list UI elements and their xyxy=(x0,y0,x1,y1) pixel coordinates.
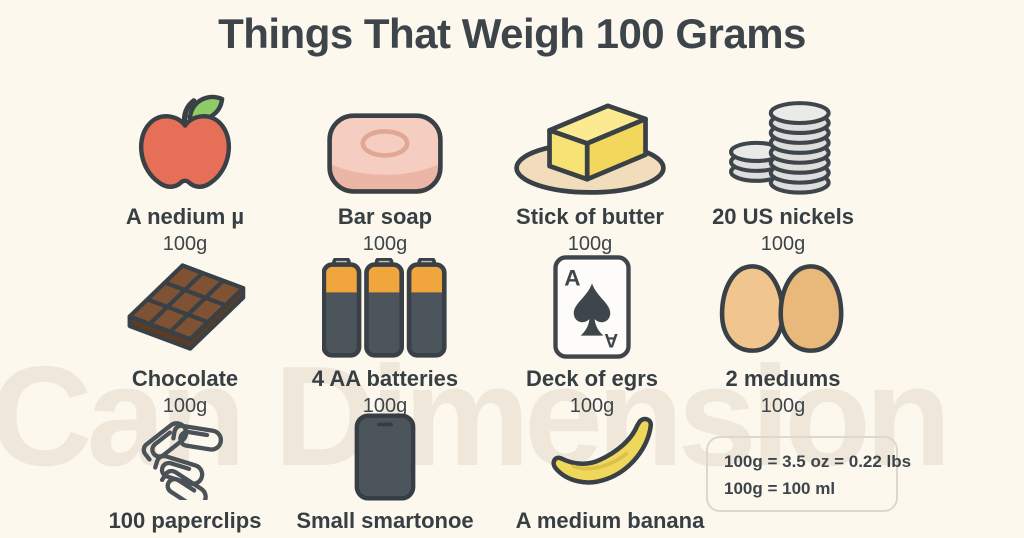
card-corner-letter: A xyxy=(564,265,580,290)
conversion-box: 100g = 3.5 oz = 0.22 lbs 100g = 100 ml xyxy=(706,436,912,512)
item-batteries: 4 AA batteries 100g xyxy=(280,252,490,418)
item-soap: Bar soap 100g xyxy=(280,86,490,256)
item-smartphone: Small smartonoe xyxy=(280,412,490,534)
item-label: 2 medıums xyxy=(725,366,841,391)
item-label: 4 AA batteries xyxy=(311,366,459,391)
batteries-icon xyxy=(280,252,490,360)
soap-icon xyxy=(280,86,490,198)
item-weight: 100g xyxy=(569,395,615,417)
item-banana: A medium banana xyxy=(495,412,725,534)
card-corner-letter-inverted: A xyxy=(604,329,618,350)
item-label: Stick of butter xyxy=(516,204,664,229)
item-label: Deck of egrs xyxy=(525,366,659,391)
paperclips-icon xyxy=(80,412,290,502)
item-paperclips: 100 paperclips xyxy=(80,412,290,534)
apple-icon xyxy=(80,86,290,198)
item-eggs: 2 medıums 100g xyxy=(678,252,888,418)
butter-icon xyxy=(485,86,695,198)
item-label: Chocolate xyxy=(131,366,239,391)
playing-card-icon: A A xyxy=(487,252,697,360)
item-label: 20 US nickels xyxy=(712,204,854,229)
item-label: A nedium µ xyxy=(125,204,245,229)
item-weight: 100g xyxy=(760,233,806,255)
eggs-icon xyxy=(678,252,888,360)
item-butter: Stick of butter 100g xyxy=(485,86,695,256)
banana-icon xyxy=(495,412,725,502)
item-weight: 100g xyxy=(162,395,208,417)
conversion-line-2: 100g = 100 ml xyxy=(724,479,836,498)
chocolate-bar-icon xyxy=(80,252,290,360)
item-weight: 100g xyxy=(362,395,408,417)
item-weight: 100g xyxy=(760,395,806,417)
item-deck-of-cards: A A Deck of egrs 100g xyxy=(487,252,697,418)
item-weight: 100g xyxy=(567,233,613,255)
conversion-line-1: 100g = 3.5 oz = 0.22 lbs xyxy=(724,452,912,471)
item-label: A medium banana xyxy=(515,508,705,533)
item-weight: 100g xyxy=(362,233,408,255)
item-chocolate: Chocolate 100g xyxy=(80,252,290,418)
item-label: Small smartonoe xyxy=(296,508,474,533)
page-title: Things That Weigh 100 Grams xyxy=(218,10,806,57)
item-apple: A nedium µ 100g xyxy=(80,86,290,256)
item-nickels: 20 US nickels 100g xyxy=(678,86,888,256)
item-label: Bar soap xyxy=(337,204,433,229)
spade-glyph xyxy=(573,283,611,336)
item-label: 100 paperclips xyxy=(108,508,262,533)
smartphone-icon xyxy=(280,412,490,502)
nickels-icon xyxy=(678,86,888,198)
item-weight: 100g xyxy=(162,233,208,255)
